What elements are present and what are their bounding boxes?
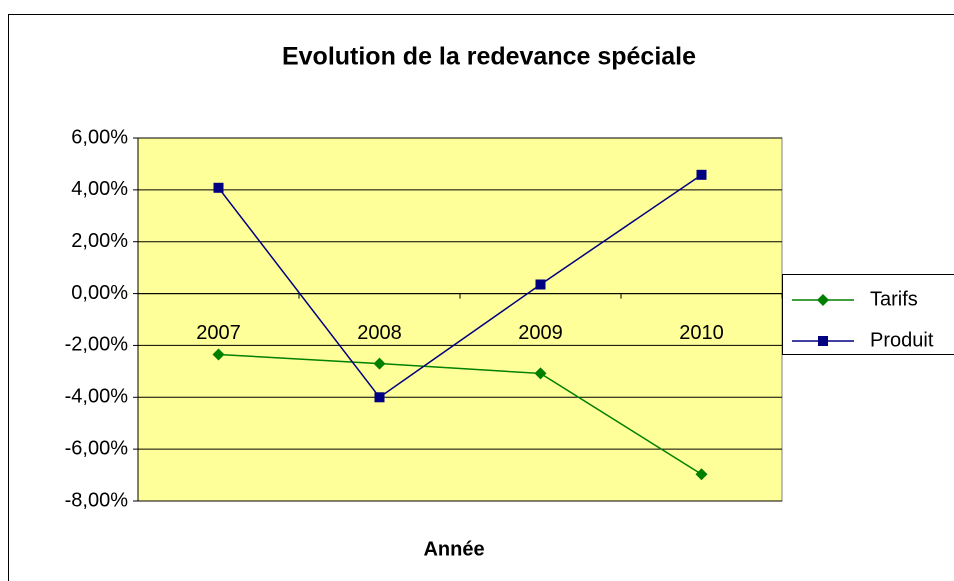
x-axis-title: Année — [423, 538, 484, 560]
x-tick-label: 2009 — [518, 322, 563, 344]
y-tick-label: -2,00% — [65, 334, 129, 356]
data-point — [212, 348, 225, 361]
series-line — [217, 174, 702, 399]
data-point — [818, 336, 828, 346]
data-point — [817, 294, 829, 306]
y-tick-label: -8,00% — [65, 489, 129, 511]
y-tick-label: 0,00% — [71, 282, 128, 304]
data-point — [535, 279, 546, 290]
y-tick-label: -4,00% — [65, 386, 129, 408]
legend-label: Tarifs — [870, 288, 918, 310]
y-tick-label: 4,00% — [71, 178, 128, 200]
data-point — [696, 169, 707, 180]
data-point — [373, 357, 386, 370]
chart-title: Evolution de la redevance spéciale — [282, 43, 696, 71]
y-tick-label: 2,00% — [71, 230, 128, 252]
y-tick-label: -6,00% — [65, 437, 129, 459]
data-point — [695, 468, 708, 481]
data-point — [213, 182, 224, 193]
data-point — [374, 392, 385, 403]
series-line — [218, 353, 702, 475]
y-tick-label: 6,00% — [71, 126, 128, 148]
x-tick-label: 2008 — [357, 322, 402, 344]
plot-area — [137, 137, 783, 502]
data-point — [534, 367, 547, 380]
x-tick-label: 2007 — [196, 322, 241, 344]
x-tick-label: 2010 — [679, 322, 724, 344]
legend-label: Produit — [870, 329, 934, 351]
